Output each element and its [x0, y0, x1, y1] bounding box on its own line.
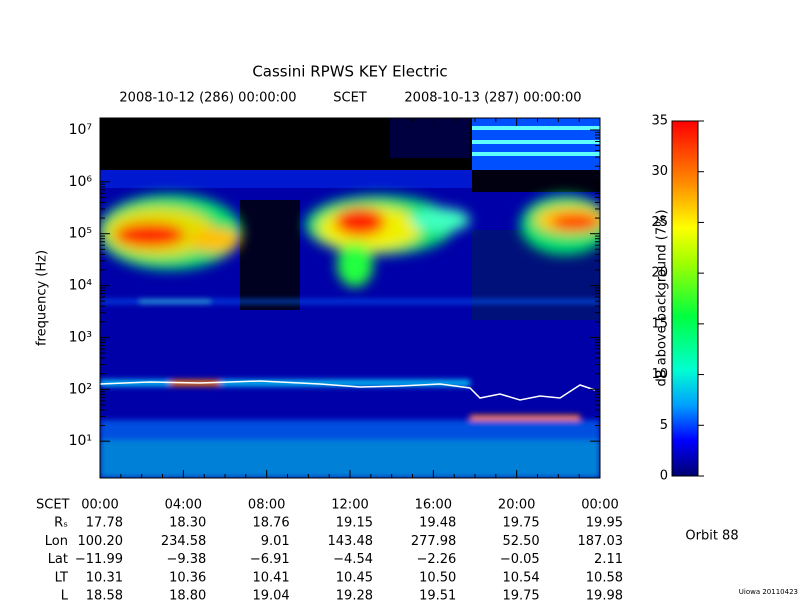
ephemeris-value: 277.98	[411, 534, 457, 549]
y-tick-label: 10⁷	[69, 122, 92, 138]
chart-title: Cassini RPWS KEY Electric	[252, 63, 447, 81]
ephemeris-value: 19.75	[502, 589, 539, 600]
ephemeris-value: 10.31	[86, 570, 123, 585]
ephemeris-value: −0.05	[500, 552, 540, 567]
ephemeris-value: 18.30	[169, 516, 206, 531]
ephemeris-value: 10.36	[169, 570, 206, 585]
ephemeris-value: −2.26	[416, 552, 456, 567]
ephemeris-value: 10.54	[502, 570, 539, 585]
x-tick-label: 08:00	[248, 498, 285, 513]
x-tick-label: 04:00	[165, 498, 202, 513]
x-tick-label: 12:00	[331, 498, 368, 513]
colorbar-tick-label: 35	[651, 114, 668, 129]
ephemeris-value: 9.01	[261, 534, 290, 549]
ephemeris-value: 17.78	[86, 516, 123, 531]
top-label: 2008-10-12 (286) 00:00:00	[119, 91, 296, 106]
credit: Uiowa 20110423	[739, 588, 798, 596]
ephemeris-value: 18.76	[252, 516, 289, 531]
ephemeris-value: 10.41	[252, 570, 289, 585]
orbit-label: Orbit 88	[685, 529, 738, 544]
y-tick-label: 10⁶	[69, 174, 93, 190]
colorbar-tick-label: 20	[651, 266, 668, 281]
ephemeris-value: 19.28	[336, 589, 373, 600]
ephemeris-value: 234.58	[161, 534, 207, 549]
top-label: 2008-10-13 (287) 00:00:00	[404, 91, 581, 106]
y-tick-label: 10¹	[69, 433, 92, 449]
y-tick-label: 10²	[69, 381, 92, 397]
ephemeris-value: 10.50	[419, 570, 456, 585]
colorbar-label: dB above background (7%)	[655, 209, 670, 386]
ephemeris-value: 19.95	[586, 516, 623, 531]
ephemeris-value: −11.99	[75, 552, 123, 567]
top-label: SCET	[333, 91, 367, 106]
ephemeris-value: −4.54	[333, 552, 373, 567]
ephemeris-label: Lat	[48, 552, 68, 567]
ephemeris-value: 19.51	[419, 589, 456, 600]
x-axis-label: SCET	[36, 498, 70, 513]
colorbar-tick-label: 5	[660, 418, 668, 433]
colorbar-tick-label: 0	[660, 469, 668, 484]
ephemeris-value: 100.20	[78, 534, 124, 549]
ephemeris-label: Rₛ	[54, 516, 68, 531]
ephemeris-value: 18.80	[169, 589, 206, 600]
ephemeris-value: 19.98	[586, 589, 623, 600]
ephemeris-value: −9.38	[166, 552, 206, 567]
x-tick-label: 20:00	[498, 498, 535, 513]
colorbar-tick-label: 15	[651, 316, 668, 331]
ephemeris-value: 19.15	[336, 516, 373, 531]
ephemeris-value: 143.48	[328, 534, 374, 549]
ephemeris-label: LT	[55, 570, 68, 585]
ephemeris-value: 18.58	[86, 589, 123, 600]
ephemeris-label: Lon	[45, 534, 68, 549]
colorbar-tick-label: 10	[651, 367, 668, 382]
y-tick-label: 10⁴	[69, 278, 93, 294]
y-tick-label: 10³	[69, 329, 92, 345]
ephemeris-value: 52.50	[502, 534, 539, 549]
ephemeris-value: 10.58	[586, 570, 623, 585]
spectrogram-image	[100, 118, 600, 478]
colorbar-tick-label: 30	[651, 164, 668, 179]
x-tick-label: 16:00	[415, 498, 452, 513]
colorbar-tick-label: 25	[651, 215, 668, 230]
ephemeris-value: −6.91	[250, 552, 290, 567]
ephemeris-value: 10.45	[336, 570, 373, 585]
ephemeris-value: 2.11	[594, 552, 623, 567]
colorbar	[671, 120, 699, 477]
ephemeris-value: 187.03	[578, 534, 624, 549]
ephemeris-value: 19.48	[419, 516, 456, 531]
x-tick-label: 00:00	[81, 498, 118, 513]
y-axis-label: frequency (Hz)	[35, 250, 50, 346]
ephemeris-value: 19.75	[502, 516, 539, 531]
ephemeris-label: L	[61, 589, 69, 600]
ephemeris-value: 19.04	[252, 589, 289, 600]
x-tick-label: 00:00	[581, 498, 618, 513]
y-tick-label: 10⁵	[69, 226, 92, 242]
